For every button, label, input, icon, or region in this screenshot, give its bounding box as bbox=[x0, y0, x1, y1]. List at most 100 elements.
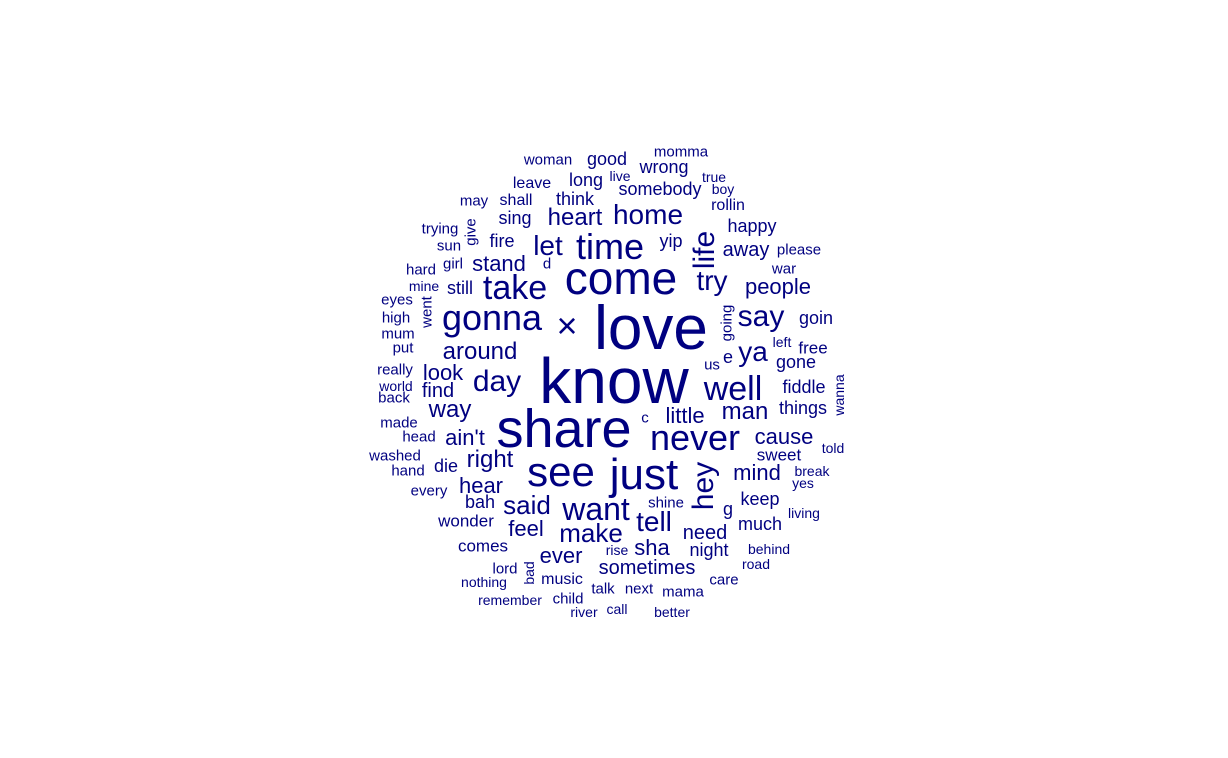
word-17: tell bbox=[636, 506, 672, 537]
word-34: little bbox=[665, 403, 705, 428]
word-101: washed bbox=[369, 447, 421, 465]
word-98: c bbox=[641, 409, 649, 427]
word-53: think bbox=[555, 189, 595, 209]
word-25: heart bbox=[547, 204, 603, 231]
word-112: bad bbox=[521, 561, 537, 585]
word-37: ever bbox=[539, 543, 583, 568]
word-63: music bbox=[541, 571, 583, 588]
word-12: × bbox=[556, 305, 578, 346]
word-87: high bbox=[381, 309, 411, 327]
word-49: somebody bbox=[618, 179, 702, 199]
word-78: sun bbox=[436, 237, 462, 255]
word-15: day bbox=[472, 365, 522, 398]
word-9: take bbox=[482, 269, 548, 307]
word-90: put bbox=[392, 339, 414, 357]
word-44: things bbox=[778, 398, 828, 418]
word-58: still bbox=[447, 278, 473, 298]
word-3: come bbox=[564, 252, 678, 304]
word-31: cause bbox=[754, 424, 814, 449]
word-106: shine bbox=[648, 494, 684, 512]
word-20: ya bbox=[738, 336, 768, 367]
word-96: wanna bbox=[831, 374, 847, 416]
word-116: next bbox=[624, 580, 654, 598]
word-109: rise bbox=[605, 542, 629, 558]
word-47: fire bbox=[489, 231, 515, 251]
word-36: feel bbox=[508, 516, 544, 541]
word-125: boy bbox=[711, 181, 735, 197]
word-55: good bbox=[586, 149, 628, 169]
word-19: let bbox=[533, 230, 563, 261]
word-57: goin bbox=[798, 308, 834, 328]
word-120: river bbox=[570, 604, 598, 620]
word-41: sometimes bbox=[598, 557, 696, 579]
word-22: try bbox=[696, 265, 728, 296]
word-30: mind bbox=[733, 460, 781, 485]
word-61: wonder bbox=[438, 511, 494, 531]
word-26: right bbox=[466, 446, 514, 473]
word-84: mine bbox=[408, 278, 440, 294]
word-6: never bbox=[649, 417, 741, 458]
word-77: give bbox=[462, 218, 480, 246]
word-46: keep bbox=[740, 489, 780, 509]
word-81: d bbox=[542, 255, 552, 273]
word-28: way bbox=[428, 396, 472, 423]
word-23: said bbox=[503, 490, 551, 520]
word-76: trying bbox=[421, 220, 459, 238]
word-88: going bbox=[718, 304, 736, 342]
word-91: left bbox=[772, 334, 792, 350]
word-94: world bbox=[379, 378, 413, 394]
word-74: momma bbox=[653, 143, 709, 161]
word-1: love bbox=[594, 294, 708, 363]
word-54: sing bbox=[498, 208, 532, 228]
word-119: child bbox=[552, 590, 584, 608]
word-122: better bbox=[654, 604, 690, 620]
word-117: mama bbox=[662, 583, 704, 601]
word-45: fiddle bbox=[782, 377, 826, 397]
word-50: wrong bbox=[639, 157, 689, 177]
word-10: want bbox=[562, 491, 630, 527]
word-66: die bbox=[433, 456, 459, 476]
word-59: much bbox=[737, 514, 783, 534]
word-72: shall bbox=[499, 192, 533, 209]
word-11: well bbox=[703, 370, 763, 408]
word-108: behind bbox=[747, 541, 791, 557]
word-71: leave bbox=[512, 175, 552, 192]
word-64: sweet bbox=[756, 445, 802, 465]
word-43: find bbox=[421, 380, 455, 402]
word-115: talk bbox=[591, 580, 615, 598]
word-65: bah bbox=[464, 492, 496, 512]
word-32: look bbox=[422, 360, 464, 385]
word-13: hey bbox=[687, 461, 720, 511]
word-105: every bbox=[410, 482, 448, 500]
word-48: yip bbox=[659, 231, 683, 251]
word-80: hard bbox=[405, 261, 437, 279]
word-39: need bbox=[682, 522, 728, 544]
word-95: back bbox=[378, 389, 410, 407]
word-7: time bbox=[575, 226, 645, 267]
word-68: e bbox=[722, 347, 734, 367]
word-8: gonna bbox=[441, 297, 543, 338]
word-104: yes bbox=[792, 475, 814, 491]
word-93: us bbox=[704, 356, 720, 374]
word-75: may bbox=[459, 192, 489, 210]
word-102: hand bbox=[391, 462, 425, 480]
word-92: really bbox=[377, 361, 413, 379]
word-33: hear bbox=[458, 473, 504, 498]
word-123: live bbox=[609, 168, 631, 184]
word-21: make bbox=[559, 518, 623, 548]
word-27: man bbox=[721, 398, 769, 425]
word-67: g bbox=[722, 499, 734, 519]
word-124: true bbox=[701, 169, 727, 185]
word-113: nothing bbox=[461, 574, 507, 590]
word-2: share bbox=[496, 399, 632, 459]
word-38: ain't bbox=[445, 425, 485, 450]
word-60: night bbox=[689, 540, 729, 560]
word-0: know bbox=[539, 345, 689, 417]
word-4: see bbox=[527, 448, 595, 495]
word-69: free bbox=[798, 338, 828, 358]
word-73: rollin bbox=[711, 197, 745, 214]
word-35: stand bbox=[472, 251, 526, 276]
word-86: went bbox=[418, 296, 436, 328]
word-40: sha bbox=[634, 535, 670, 560]
